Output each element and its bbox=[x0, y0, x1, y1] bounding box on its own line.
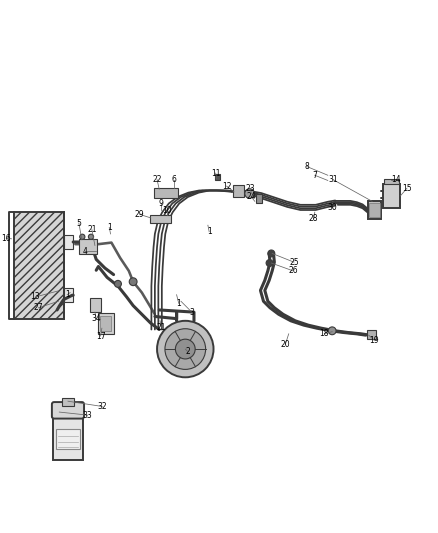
Bar bbox=[369, 203, 379, 217]
Text: 7: 7 bbox=[312, 171, 317, 180]
Text: 34: 34 bbox=[92, 314, 101, 323]
Bar bbox=[14, 212, 64, 319]
Bar bbox=[62, 398, 74, 406]
Text: 25: 25 bbox=[289, 257, 299, 266]
Text: 2: 2 bbox=[185, 347, 190, 356]
Text: 3: 3 bbox=[189, 308, 194, 317]
Text: 28: 28 bbox=[309, 214, 318, 223]
Text: 22: 22 bbox=[152, 175, 162, 184]
Text: 4: 4 bbox=[83, 247, 88, 256]
Text: 20: 20 bbox=[280, 340, 290, 349]
Bar bbox=[53, 416, 83, 460]
Circle shape bbox=[268, 250, 275, 257]
Bar bbox=[384, 179, 399, 184]
Text: 18: 18 bbox=[320, 329, 329, 338]
Text: 8: 8 bbox=[304, 162, 309, 171]
Bar bbox=[98, 313, 114, 334]
Bar bbox=[90, 298, 101, 312]
Text: 30: 30 bbox=[327, 204, 337, 212]
Bar bbox=[56, 430, 80, 449]
Bar bbox=[150, 215, 171, 223]
Text: 1: 1 bbox=[207, 227, 212, 236]
Text: 33: 33 bbox=[83, 410, 92, 419]
Text: 17: 17 bbox=[96, 332, 106, 341]
Bar bbox=[100, 316, 111, 331]
Bar bbox=[64, 288, 73, 302]
Circle shape bbox=[129, 278, 137, 286]
Text: 31: 31 bbox=[328, 175, 338, 184]
Bar bbox=[64, 235, 73, 249]
Circle shape bbox=[114, 280, 121, 287]
Text: 1: 1 bbox=[177, 299, 181, 308]
Text: 21: 21 bbox=[157, 323, 166, 332]
Circle shape bbox=[328, 327, 336, 335]
FancyBboxPatch shape bbox=[52, 402, 84, 418]
Text: 6: 6 bbox=[172, 175, 177, 184]
Text: 19: 19 bbox=[370, 336, 379, 345]
Bar bbox=[233, 185, 244, 197]
Circle shape bbox=[80, 234, 85, 239]
Circle shape bbox=[175, 339, 195, 359]
Text: 9: 9 bbox=[159, 199, 164, 208]
Text: 26: 26 bbox=[288, 266, 298, 276]
Text: 15: 15 bbox=[402, 184, 412, 193]
Text: 29: 29 bbox=[135, 210, 145, 219]
Bar bbox=[368, 201, 381, 219]
Bar bbox=[79, 239, 97, 254]
Text: 23: 23 bbox=[246, 184, 255, 193]
Text: 21: 21 bbox=[87, 225, 97, 234]
Circle shape bbox=[245, 189, 254, 198]
Circle shape bbox=[157, 321, 214, 377]
Bar bbox=[367, 330, 377, 340]
Text: 5: 5 bbox=[76, 219, 81, 228]
Circle shape bbox=[266, 260, 273, 266]
Circle shape bbox=[165, 329, 205, 369]
Text: 14: 14 bbox=[391, 175, 401, 184]
Text: 1: 1 bbox=[107, 223, 112, 232]
Text: 1: 1 bbox=[65, 290, 70, 299]
Bar bbox=[154, 188, 178, 198]
Text: 12: 12 bbox=[222, 182, 231, 191]
Text: 24: 24 bbox=[247, 192, 256, 201]
Bar bbox=[215, 174, 220, 180]
Text: 27: 27 bbox=[34, 303, 43, 312]
Text: 32: 32 bbox=[97, 402, 107, 411]
Text: 10: 10 bbox=[162, 206, 172, 215]
Bar bbox=[383, 184, 399, 208]
Text: 11: 11 bbox=[211, 168, 220, 177]
Text: 13: 13 bbox=[31, 293, 40, 302]
Text: 16: 16 bbox=[1, 234, 11, 243]
Circle shape bbox=[88, 234, 94, 239]
Bar bbox=[256, 194, 262, 204]
